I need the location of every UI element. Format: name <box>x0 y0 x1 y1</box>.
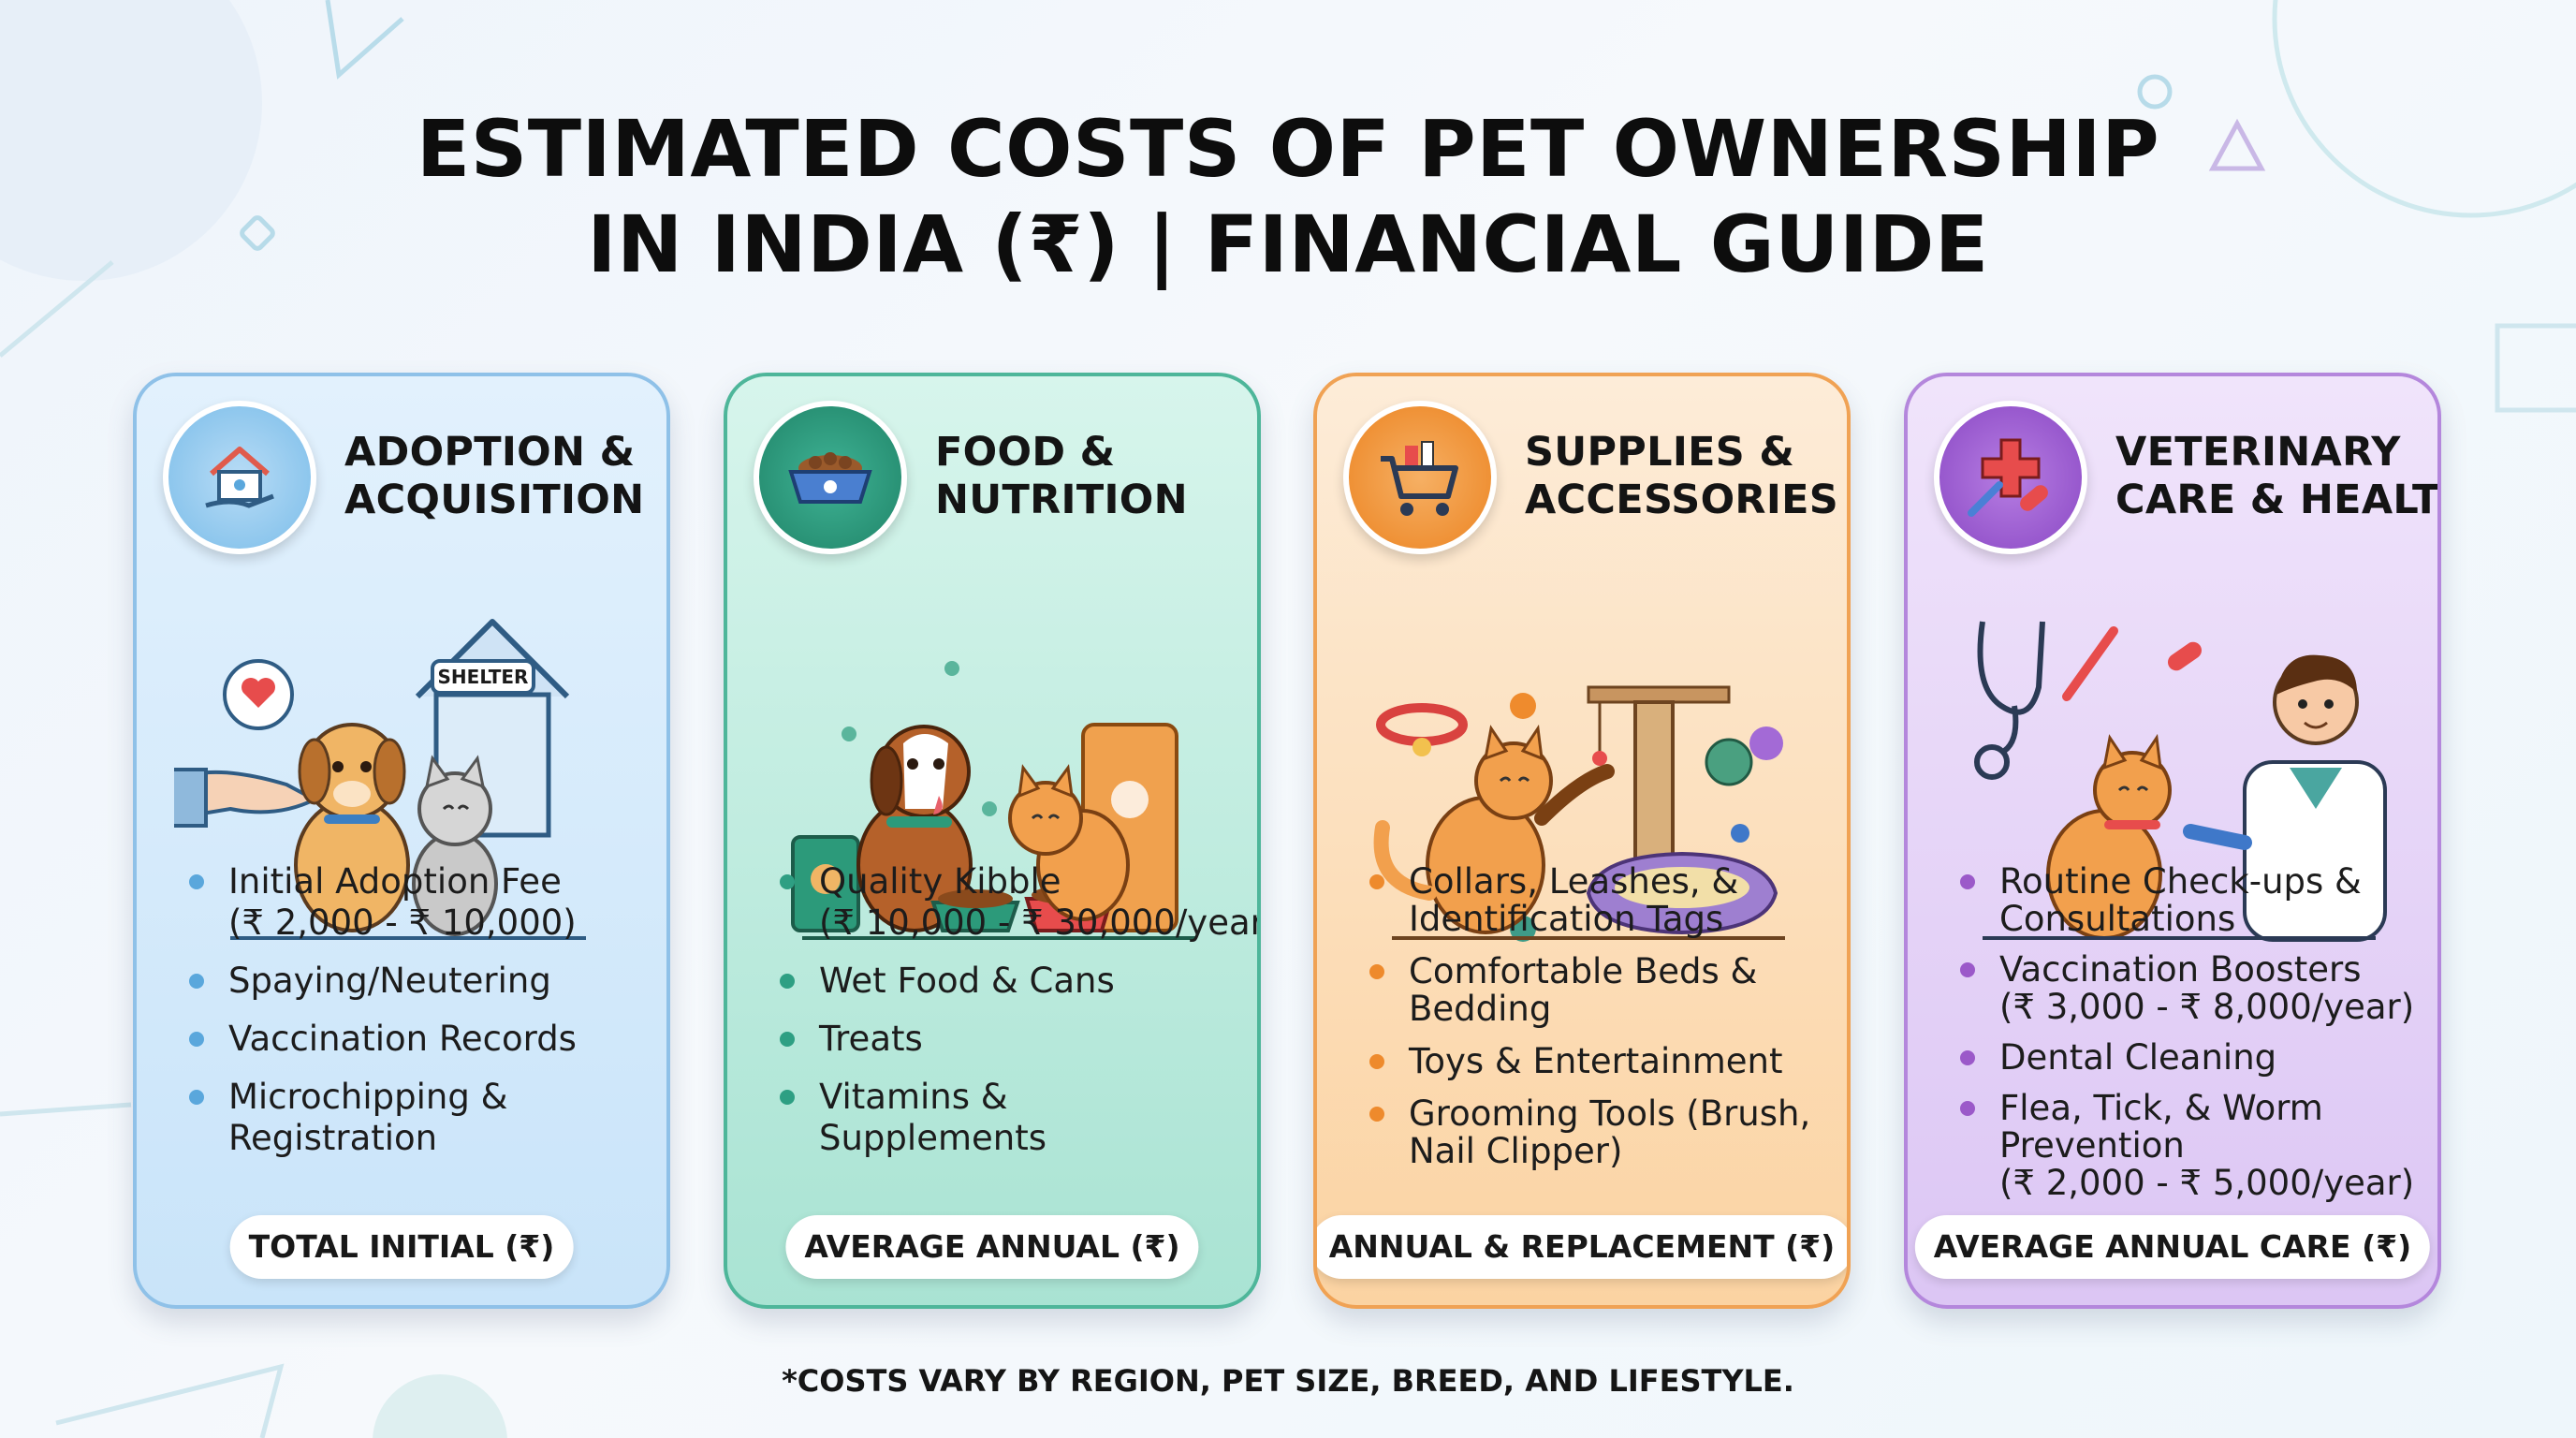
list-item: Toys & Entertainment <box>1369 1041 1837 1082</box>
list-item: Initial Adoption Fee (₹ 2,000 - ₹ 10,000) <box>189 861 657 944</box>
annual-replacement-label: ANNUAL & REPLACEMENT (₹) <box>1317 1215 1847 1279</box>
page-title-line-2: IN INDIA (₹) | FINANCIAL GUIDE <box>587 198 1989 290</box>
card-adoption-acquisition: ADOPTION & ACQUISITION SHELTER Initial A… <box>133 373 670 1309</box>
shelter-sign-text: SHELTER <box>438 666 529 688</box>
card-supplies-accessories: SUPPLIES & ACCESSORIES Collars, Leashes,… <box>1313 373 1851 1309</box>
puppy-kitten-shelter-illustration: SHELTER <box>174 619 586 940</box>
list-item: Vitamins & Supplements <box>780 1077 1248 1159</box>
dog-cat-food-illustration <box>791 661 1195 940</box>
average-annual-care-label: AVERAGE ANNUAL CARE (₹) <box>1914 1215 2431 1279</box>
card-title: ADOPTION & ACQUISITION <box>344 429 645 523</box>
card-title: VETERINARY CARE & HEALTH <box>2115 429 2441 523</box>
list-item: Spaying/Neutering <box>189 961 657 1002</box>
list-item: Dental Cleaning <box>1960 1037 2428 1078</box>
page-title-line-1: ESTIMATED COSTS OF PET OWNERSHIP <box>416 103 2160 195</box>
average-annual-label: AVERAGE ANNUAL (₹) <box>785 1215 1199 1279</box>
list-item: Comfortable Beds & Bedding <box>1369 951 1837 1030</box>
house-heart-hand-icon <box>163 401 316 554</box>
list-item: Routine Check-ups & Consultations <box>1960 861 2428 940</box>
bullet-list: Collars, Leashes, & Identification Tags C… <box>1369 861 1837 1172</box>
bullet-list: Initial Adoption Fee (₹ 2,000 - ₹ 10,000)… <box>189 861 657 1159</box>
cat-scratching-post-illustration <box>1373 685 1785 942</box>
bullet-list: Routine Check-ups & Consultations Vaccina… <box>1960 861 2428 1204</box>
list-item: Grooming Tools (Brush, Nail Clipper) <box>1369 1093 1837 1172</box>
card-title: FOOD & NUTRITION <box>935 429 1188 523</box>
vet-examining-cat-illustration <box>1974 621 2387 942</box>
list-item: Collars, Leashes, & Identification Tags <box>1369 861 1837 940</box>
bullet-list: Quality Kibble (₹ 10,000 - ₹ 30,000/year)… <box>780 861 1257 1159</box>
total-initial-label: TOTAL INITIAL (₹) <box>229 1215 574 1279</box>
medical-cross-syringe-pill-icon <box>1934 401 2087 554</box>
card-title: SUPPLIES & ACCESSORIES <box>1525 429 1839 523</box>
list-item: Microchipping & Registration <box>189 1077 657 1159</box>
shopping-cart-icon <box>1343 401 1497 554</box>
list-item: Flea, Tick, & Worm Prevention (₹ 2,000 - ₹… <box>1960 1088 2428 1204</box>
card-veterinary-care-health: VETERINARY CARE & HEALTH Routine Check-u… <box>1904 373 2441 1309</box>
list-item: Treats <box>780 1019 1248 1060</box>
list-item: Wet Food & Cans <box>780 961 1248 1002</box>
list-item: Vaccination Boosters (₹ 3,000 - ₹ 8,000/y… <box>1960 949 2428 1028</box>
list-item: Quality Kibble (₹ 10,000 - ₹ 30,000/year) <box>780 861 1257 944</box>
food-bowl-icon <box>754 401 907 554</box>
list-item: Vaccination Records <box>189 1019 657 1060</box>
card-food-nutrition: FOOD & NUTRITION Quality Kibble (₹ 10,000… <box>724 373 1261 1309</box>
page-title: ESTIMATED COSTS OF PET OWNERSHIP IN INDI… <box>0 101 2576 292</box>
footnote: *COSTS VARY BY REGION, PET SIZE, BREED, … <box>782 1363 1794 1399</box>
